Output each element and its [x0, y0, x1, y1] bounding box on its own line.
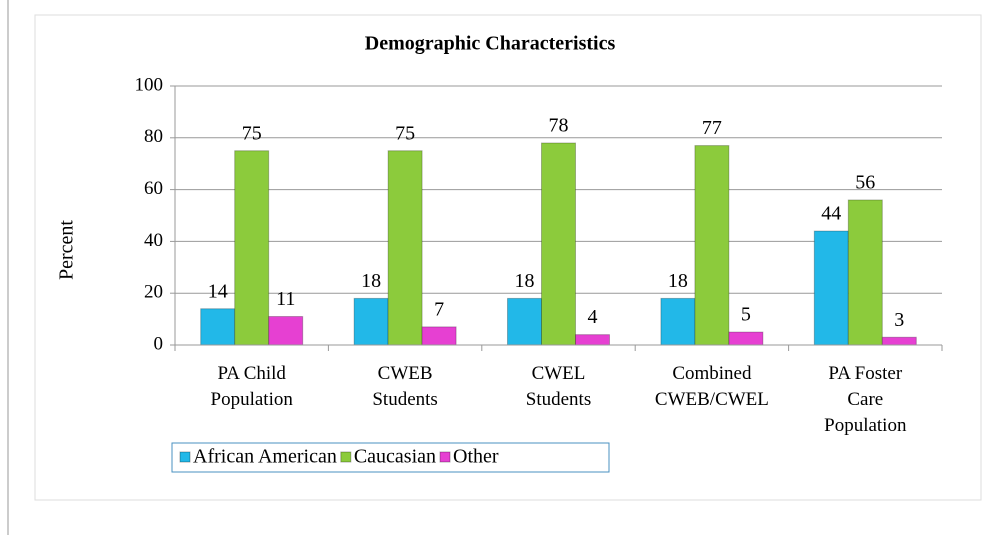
value-label: 18 [361, 270, 381, 292]
value-label: 56 [855, 172, 875, 194]
y-axis-label: Percent [56, 220, 78, 280]
value-label: 3 [894, 309, 904, 331]
value-label: 11 [276, 288, 295, 310]
value-label: 78 [549, 115, 569, 137]
x-tick-label: CWEL Students [526, 363, 591, 410]
bar [813, 230, 849, 346]
x-tick-label: CWEB Students [372, 363, 437, 410]
x-tick-label-line: Population [211, 389, 294, 410]
x-tick-label-line: PA Foster [828, 363, 902, 384]
chart-frame [34, 14, 982, 501]
legend-swatch [439, 451, 451, 463]
bar [541, 142, 576, 346]
x-tick-label-line: CWEB [378, 363, 433, 384]
bar [575, 334, 610, 346]
x-tick-label-line: CWEB/CWEL [655, 389, 769, 410]
x-tick-label-line: Students [372, 389, 437, 410]
y-tick-label: 100 [135, 74, 164, 95]
legend-label: Other [453, 446, 499, 468]
value-label: 75 [242, 122, 262, 144]
value-label: 18 [515, 270, 535, 292]
x-tick-label: Combined CWEB/CWEL [655, 363, 769, 410]
bar [421, 326, 457, 346]
x-tick-label: PA Foster Care Population [824, 363, 907, 436]
value-label: 4 [588, 306, 598, 328]
y-tick-label: 0 [154, 333, 164, 354]
legend-box [171, 442, 610, 473]
bar [268, 316, 304, 346]
value-label: 75 [395, 122, 415, 144]
x-tick-label-line: Care [847, 389, 883, 410]
bar [694, 145, 730, 346]
legend-label: Caucasian [354, 446, 436, 468]
bar [387, 150, 423, 346]
bar [881, 336, 917, 346]
y-tick-label: 20 [144, 282, 163, 303]
value-label: 77 [702, 117, 722, 139]
x-tick-label-line: PA Child [217, 363, 286, 384]
bar [847, 199, 883, 346]
bar [507, 297, 542, 346]
bar [353, 297, 389, 346]
x-tick-label: PA Child Population [211, 363, 294, 410]
bar [728, 331, 764, 346]
legend-swatch [179, 451, 191, 463]
bar [200, 308, 236, 346]
x-tick-label-line: Combined [672, 363, 752, 384]
value-label: 44 [821, 203, 841, 225]
value-label: 5 [741, 304, 751, 326]
y-tick-label: 40 [144, 230, 163, 251]
legend-label: African American [193, 446, 337, 468]
y-tick-label: 60 [144, 178, 163, 199]
x-tick-label-line: CWEL [532, 363, 586, 384]
chart-title: Demographic Characteristics [365, 33, 616, 55]
value-label: 14 [208, 280, 228, 302]
bar [234, 150, 270, 346]
x-tick-label-line: Students [526, 389, 591, 410]
y-tick-label: 80 [144, 126, 163, 147]
legend-swatch [340, 451, 352, 463]
bar [660, 297, 696, 346]
value-label: 18 [668, 270, 688, 292]
value-label: 7 [434, 298, 444, 320]
x-tick-label-line: Population [824, 415, 907, 436]
